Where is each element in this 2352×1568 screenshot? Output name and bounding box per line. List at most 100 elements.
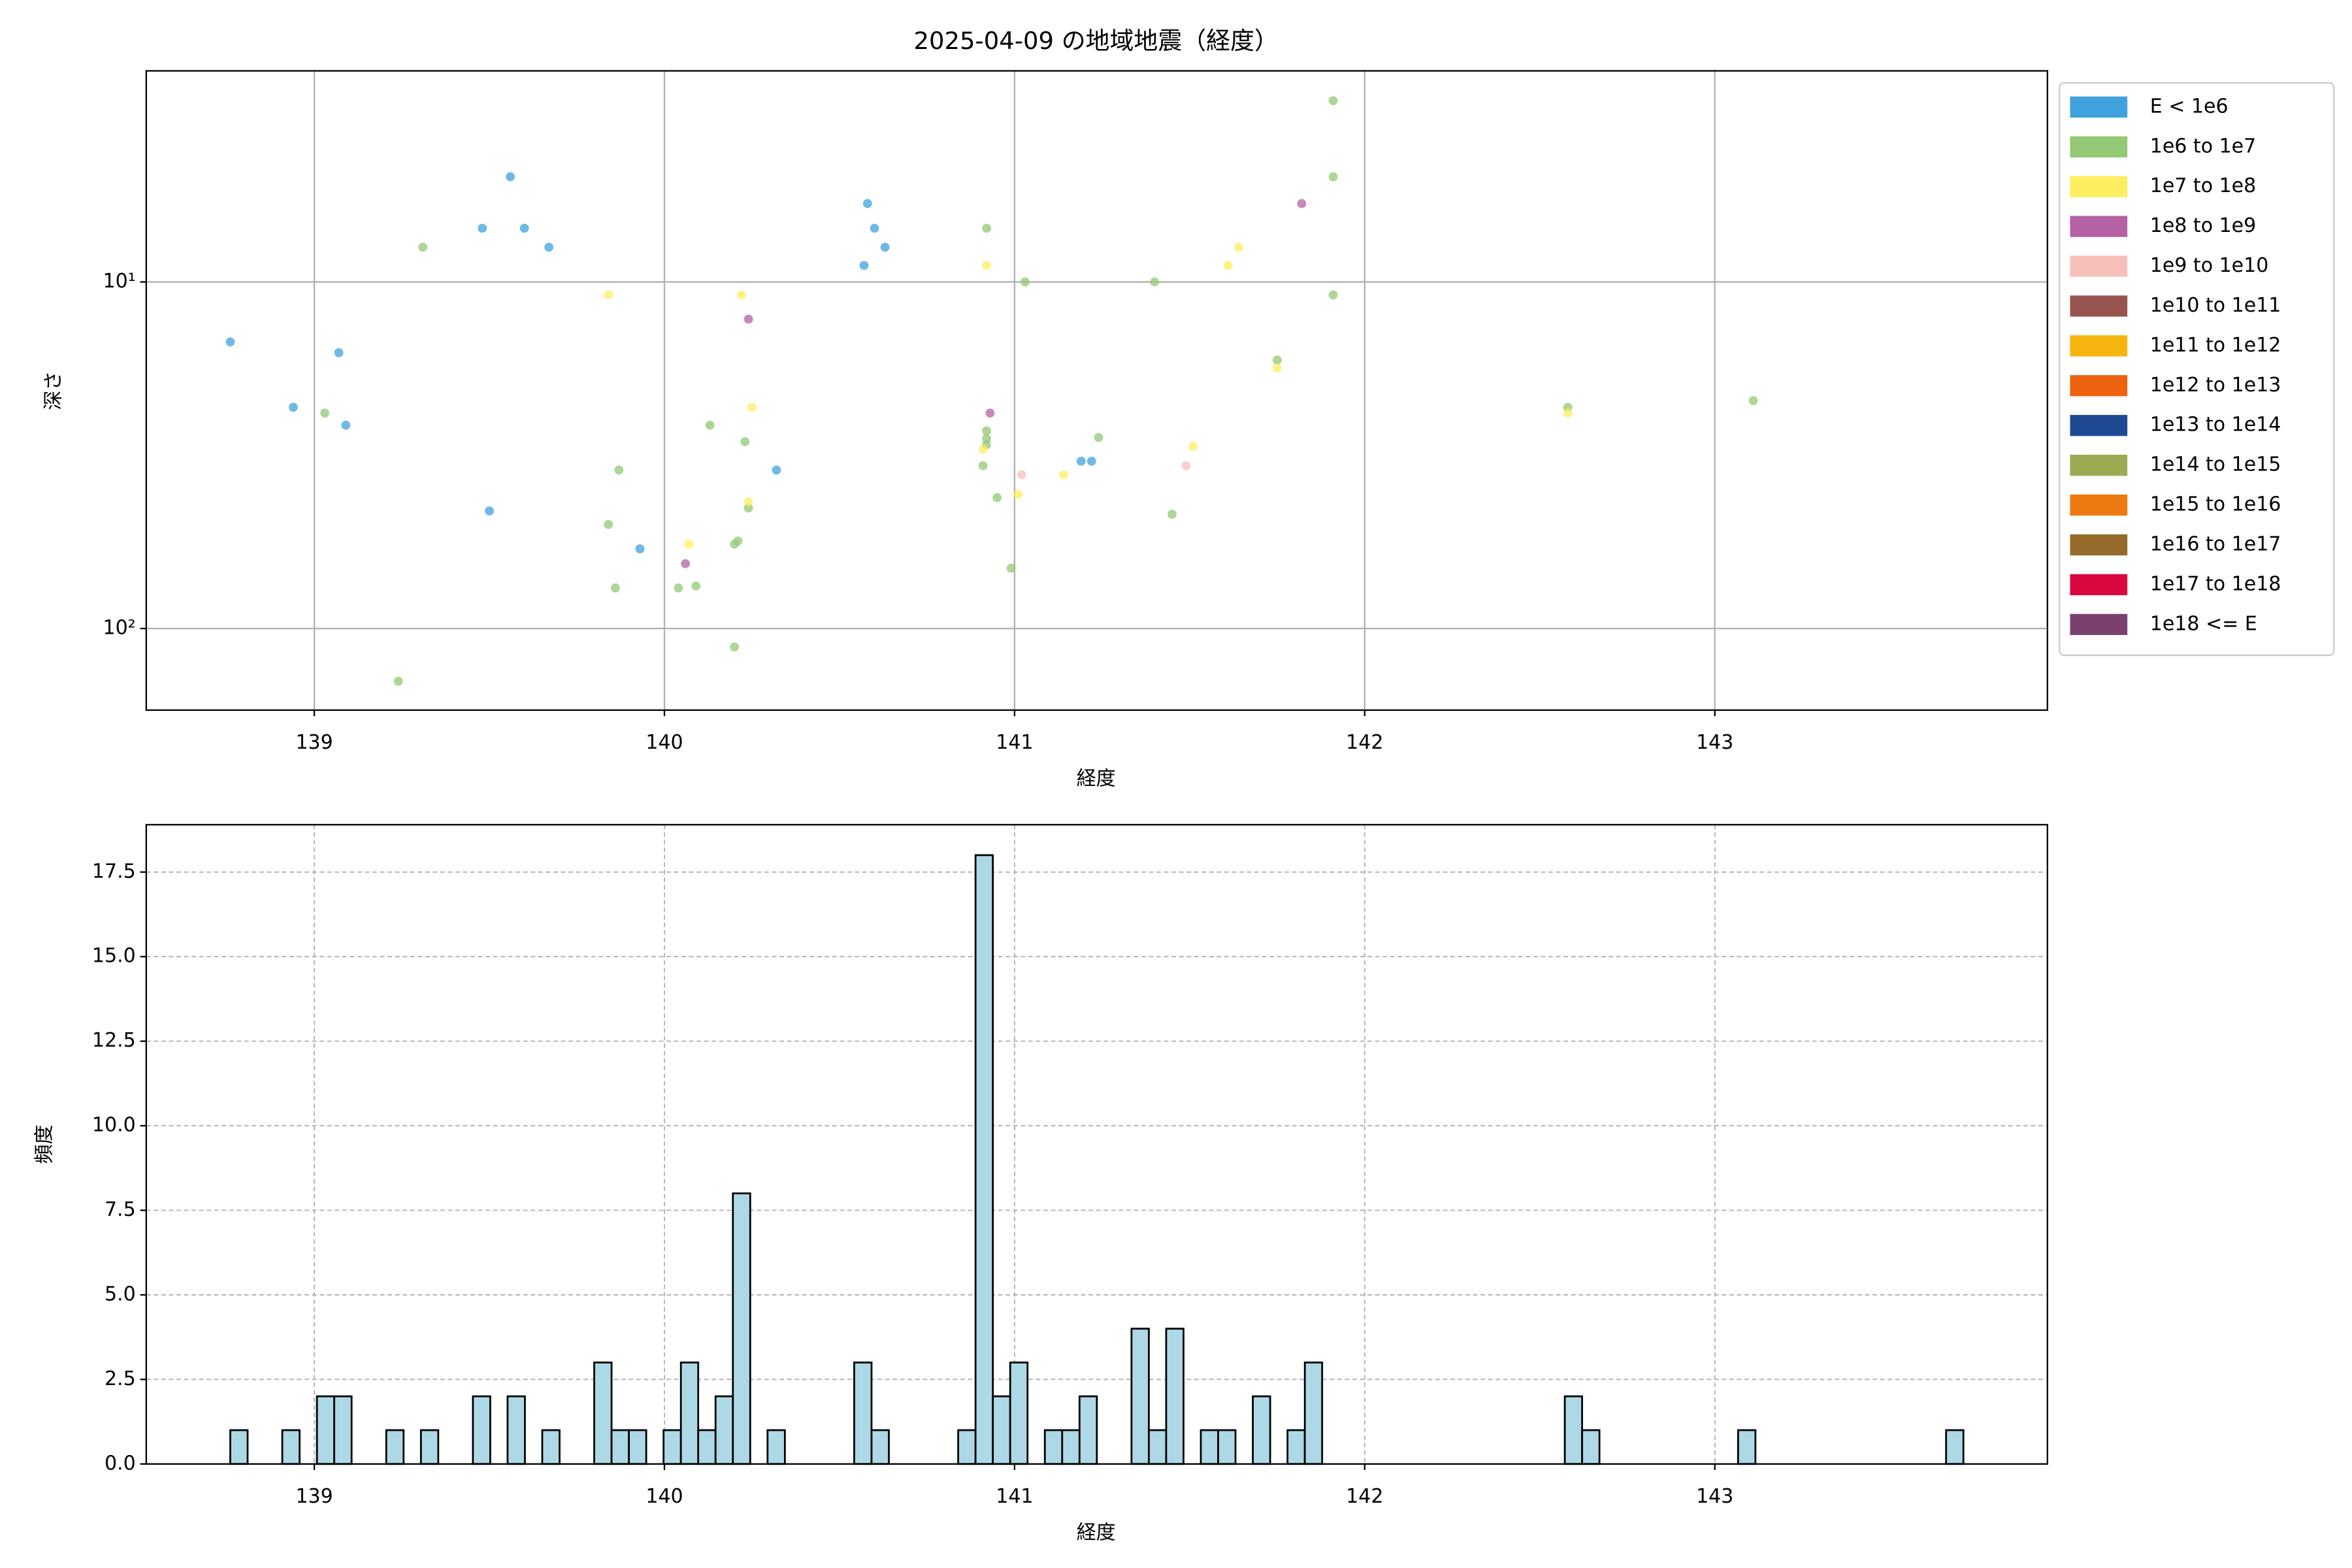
data-point (681, 559, 691, 568)
histogram-bar (1148, 1429, 1168, 1465)
data-point (1563, 408, 1573, 418)
x-tick-label: 139 (295, 731, 333, 754)
x-tick-label: 141 (996, 1485, 1033, 1508)
legend-label: 1e13 to 1e14 (2150, 414, 2281, 436)
data-point (1181, 461, 1191, 470)
legend-swatch (2070, 216, 2128, 237)
x-tick-label: 140 (645, 731, 683, 754)
data-point (985, 408, 995, 418)
data-point (740, 437, 750, 446)
data-point (1059, 470, 1068, 480)
legend-swatch (2070, 295, 2128, 317)
data-point (982, 426, 991, 436)
x-tick-label: 142 (1346, 1485, 1383, 1508)
data-point (1006, 563, 1016, 573)
data-point (289, 402, 298, 412)
x-tick-label: 143 (1696, 1485, 1733, 1508)
data-point (614, 465, 624, 475)
data-point (225, 337, 235, 347)
histogram-bar (1217, 1429, 1237, 1465)
histogram-bar (714, 1395, 734, 1465)
data-point (862, 199, 872, 208)
data-point (393, 676, 403, 686)
data-point (1223, 261, 1233, 270)
legend: E < 1e6 1e6 to 1e7 1e7 to 1e8 1e8 to 1e9 1e9… (2059, 82, 2335, 657)
legend-swatch (2070, 335, 2128, 357)
legend-swatch (2070, 375, 2128, 397)
histogram-bar (1200, 1429, 1219, 1465)
data-point (611, 583, 620, 593)
data-point (880, 242, 890, 252)
y-tick-label: 10¹ (103, 270, 135, 293)
data-point (604, 519, 613, 529)
legend-box (2059, 82, 2335, 657)
histogram-bar (662, 1429, 682, 1465)
data-point (733, 536, 743, 546)
data-point (1188, 442, 1198, 451)
data-point (772, 465, 781, 475)
legend-label: 1e17 to 1e18 (2150, 572, 2281, 595)
histogram-bar (1945, 1429, 1965, 1465)
data-point (674, 583, 683, 593)
data-point (1013, 489, 1023, 499)
histogram-bar (679, 1362, 700, 1465)
data-point (870, 223, 879, 233)
data-point (635, 544, 645, 553)
data-point (1328, 172, 1338, 182)
histogram-bar (628, 1429, 647, 1465)
data-point (992, 493, 1002, 502)
x-tick-label: 139 (295, 1485, 333, 1508)
data-point (743, 497, 753, 507)
histogram-bar (1061, 1429, 1081, 1465)
data-point (1017, 470, 1026, 480)
histogram-bar (1286, 1429, 1306, 1465)
histogram-bar (697, 1429, 717, 1465)
data-point (1021, 277, 1030, 287)
data-point (982, 434, 991, 444)
histogram-bar (870, 1429, 890, 1465)
y-tick-label: 10.0 (92, 1114, 136, 1137)
legend-label: E < 1e6 (2150, 95, 2229, 118)
data-point (1086, 456, 1096, 466)
histogram-bar (1043, 1429, 1064, 1465)
y-tick-label: 0.0 (105, 1452, 136, 1475)
data-point (859, 261, 869, 270)
histogram-bar (506, 1395, 526, 1465)
data-point (334, 348, 344, 357)
data-point (1272, 355, 1282, 365)
y-axis-label: 頻度 (33, 1125, 56, 1164)
data-point (747, 402, 757, 412)
data-point (691, 581, 701, 591)
legend-swatch (2070, 136, 2128, 157)
legend-label: 1e9 to 1e10 (2150, 254, 2269, 277)
data-point (982, 223, 991, 233)
histogram-bar (333, 1395, 353, 1465)
data-point (736, 290, 746, 300)
data-point (1094, 433, 1103, 442)
legend-label: 1e18 <= E (2150, 612, 2257, 635)
data-point (743, 314, 753, 324)
legend-swatch (2070, 96, 2128, 118)
data-point (730, 642, 740, 652)
histogram-bar (593, 1362, 613, 1465)
histogram-bar (281, 1429, 301, 1465)
legend-label: 1e7 to 1e8 (2150, 174, 2256, 197)
chart-title: 2025-04-09 の地域地震（経度） (914, 27, 1279, 55)
legend-label: 1e10 to 1e11 (2150, 294, 2281, 317)
histogram-bar (419, 1429, 440, 1465)
legend-swatch (2070, 534, 2128, 556)
histogram-bar (992, 1395, 1011, 1465)
histogram-bar (1252, 1395, 1271, 1465)
legend-label: 1e14 to 1e15 (2150, 453, 2281, 476)
data-point (978, 444, 988, 454)
histogram-bar (541, 1429, 561, 1465)
x-tick-label: 141 (996, 731, 1033, 754)
histogram-bar (853, 1362, 873, 1465)
legend-swatch (2070, 494, 2128, 516)
data-point (1272, 363, 1282, 372)
histogram-bar (766, 1429, 786, 1465)
y-tick-label: 17.5 (92, 860, 136, 883)
data-point (684, 539, 694, 549)
data-point (320, 408, 330, 418)
histogram-bar (1581, 1429, 1601, 1465)
